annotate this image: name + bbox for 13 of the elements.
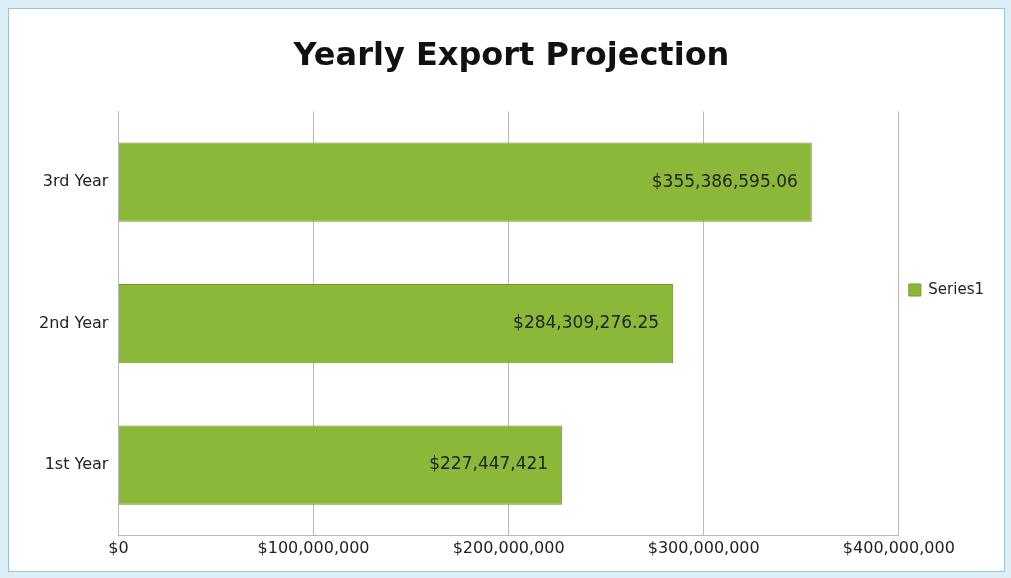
y-tick-label: 2nd Year <box>39 312 109 332</box>
y-tick-label: 3rd Year <box>42 171 109 191</box>
x-tick-label: $100,000,000 <box>257 537 370 557</box>
data-label: $227,447,421 <box>429 453 549 474</box>
data-label: $284,309,276.25 <box>513 312 660 333</box>
x-tick-label: $400,000,000 <box>842 537 955 557</box>
y-tick-label: 1st Year <box>44 454 109 474</box>
x-tick-label: $200,000,000 <box>452 537 565 557</box>
data-label: $355,386,595.06 <box>651 170 798 191</box>
chart-title: Yearly Export Projection <box>292 34 730 73</box>
x-tick-label: $300,000,000 <box>647 537 760 557</box>
x-tick-label: $0 <box>108 537 129 557</box>
legend-label: Series1 <box>928 279 984 298</box>
